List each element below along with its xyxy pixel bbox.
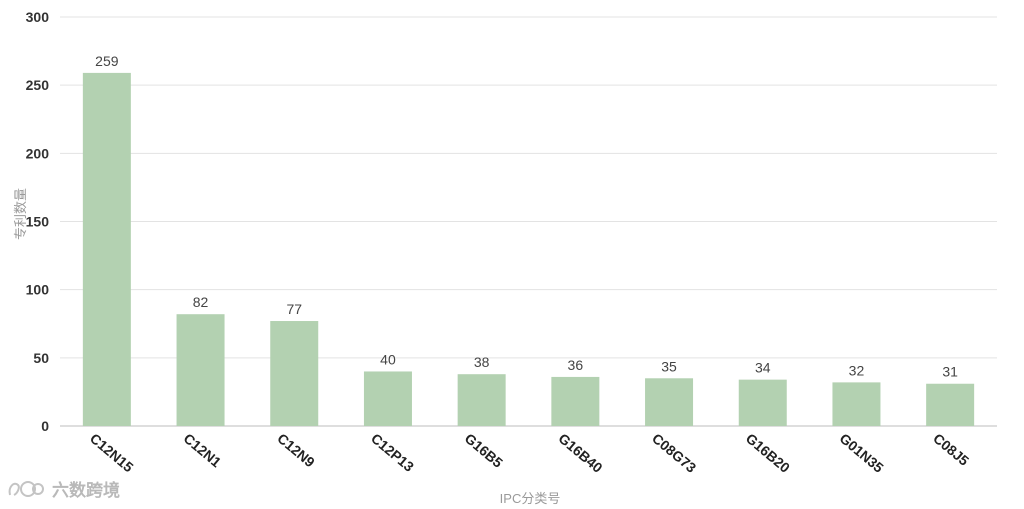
bar (176, 314, 225, 426)
x-tick-label: G16B20 (743, 430, 793, 476)
x-tick-label: G16B5 (462, 430, 506, 471)
bar (551, 376, 600, 426)
bar (363, 371, 412, 426)
bar (926, 383, 975, 426)
bar (270, 321, 319, 426)
bar (738, 379, 787, 426)
bar (457, 374, 506, 426)
data-label: 82 (193, 294, 209, 310)
watermark-text: 六数跨境 (52, 481, 120, 500)
y-tick-label: 250 (26, 77, 50, 93)
watermark-logo-icon (8, 480, 44, 497)
data-label: 40 (380, 351, 396, 367)
x-tick-label: C12P13 (368, 430, 417, 475)
data-label: 32 (849, 362, 865, 378)
x-tick-label: G01N35 (837, 430, 887, 476)
x-tick-label: G16B40 (555, 430, 605, 476)
y-axis-label: 专利数量 (13, 187, 28, 240)
bar (82, 72, 131, 426)
y-tick-label: 200 (26, 145, 50, 161)
data-label: 77 (286, 301, 302, 317)
x-axis-label: IPC分类号 (499, 491, 561, 506)
bar (645, 378, 694, 426)
x-tick-label: C12N15 (87, 430, 137, 475)
watermark: 六数跨境 (6, 476, 120, 501)
y-tick-label: 0 (41, 418, 49, 434)
data-label: 34 (755, 360, 771, 376)
data-label: 31 (942, 364, 958, 380)
x-tick-label: C12N1 (181, 430, 225, 470)
x-tick-label: C08G73 (649, 430, 699, 476)
x-tick-label: C08J5 (930, 430, 972, 469)
data-label: 35 (661, 358, 677, 374)
bar (832, 382, 881, 426)
y-tick-label: 300 (26, 9, 50, 25)
x-tick-label: C12N9 (274, 430, 318, 470)
y-tick-label: 50 (33, 350, 49, 366)
y-tick-label: 150 (26, 214, 50, 230)
y-tick-label: 100 (26, 282, 50, 298)
data-label: 38 (474, 354, 490, 370)
data-label: 259 (95, 53, 119, 69)
data-label: 36 (568, 357, 584, 373)
